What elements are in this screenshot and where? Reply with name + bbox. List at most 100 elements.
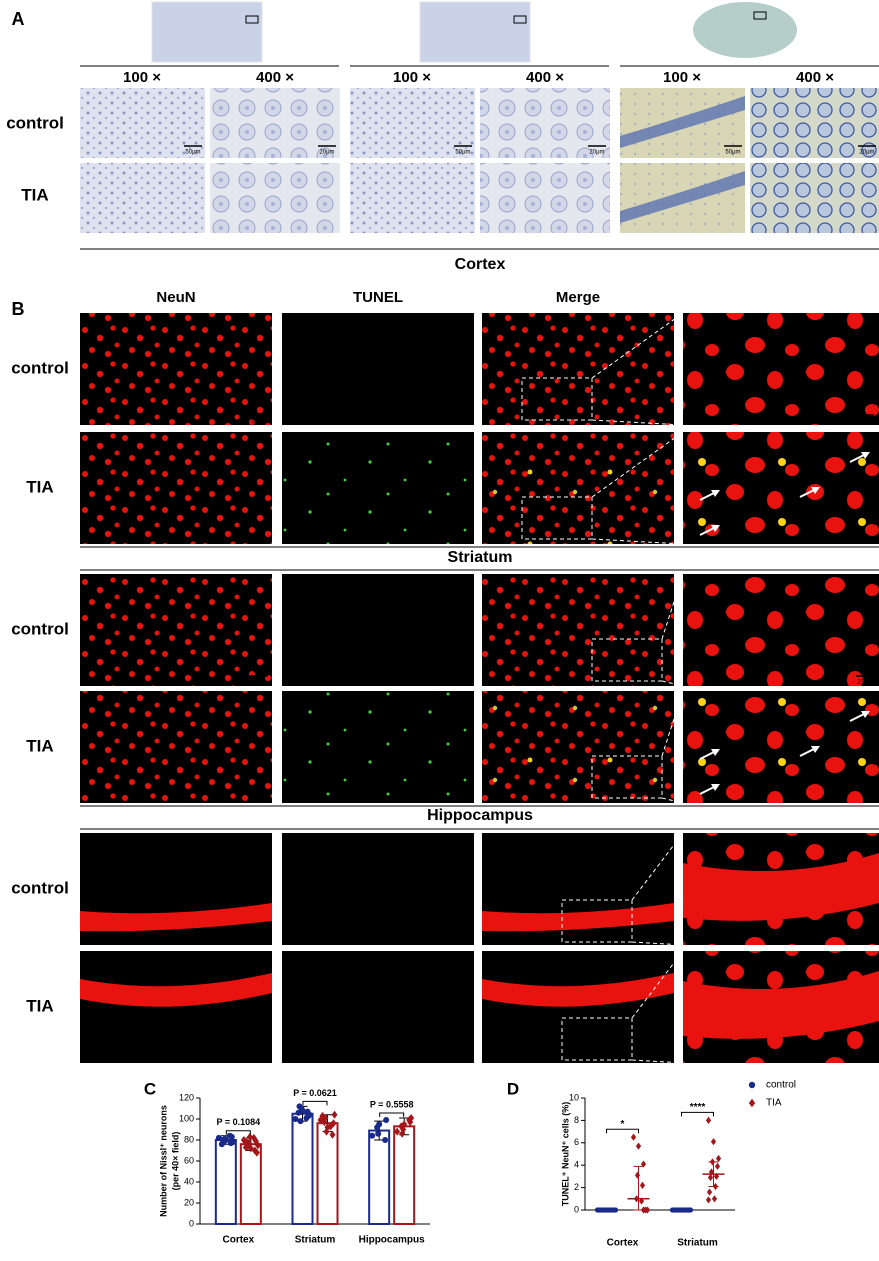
arrow-head xyxy=(711,784,720,791)
fluorescence-image xyxy=(80,313,272,425)
y-tick-label: 8 xyxy=(574,1115,579,1125)
cell-band xyxy=(482,973,674,1007)
fluorescence-image xyxy=(80,432,272,544)
data-point xyxy=(630,1133,637,1141)
micrograph xyxy=(80,88,205,158)
data-point xyxy=(331,1110,338,1119)
roi-box xyxy=(245,15,259,24)
data-point xyxy=(714,1162,721,1170)
data-point xyxy=(218,1141,225,1148)
bar xyxy=(291,1112,314,1225)
arrow-head xyxy=(711,749,720,756)
roi-box xyxy=(513,15,527,24)
zoom-box xyxy=(561,899,633,943)
y-axis-label: Number of Nissl⁺ neurons xyxy=(158,1105,168,1217)
label: * xyxy=(621,1119,625,1130)
fluorescence-image xyxy=(482,313,674,425)
arrow-head xyxy=(811,487,820,494)
zoom-box xyxy=(591,755,663,799)
label: TIA xyxy=(21,185,48,204)
label: Merge xyxy=(556,289,600,306)
y-tick-label: 80 xyxy=(184,1134,194,1144)
fluorescence-image xyxy=(80,951,272,1063)
fluorescence-image xyxy=(482,691,674,803)
cell-band xyxy=(683,853,879,921)
data-point xyxy=(644,1206,651,1214)
label: **** xyxy=(690,1102,706,1113)
zoom-line xyxy=(661,680,684,687)
fluorescence-image xyxy=(482,951,674,1063)
bar xyxy=(393,1125,416,1225)
zoom-line xyxy=(631,1059,684,1064)
fluorescence-image xyxy=(282,432,474,544)
data-point xyxy=(303,1114,310,1121)
zoom-line xyxy=(631,941,684,946)
data-point xyxy=(246,1132,253,1141)
fluorescence-image xyxy=(482,432,674,544)
label: Cortex xyxy=(222,1235,254,1246)
y-tick-label: 60 xyxy=(184,1155,194,1165)
zoom-line xyxy=(661,690,684,757)
brain-thumbnail xyxy=(151,1,263,63)
zoom-line xyxy=(591,538,684,545)
label: D xyxy=(507,1079,519,1098)
micrograph xyxy=(750,163,879,233)
label: 20μm xyxy=(857,680,872,686)
label: NeuN xyxy=(156,289,195,306)
fluorescence-image xyxy=(80,574,272,686)
micrograph xyxy=(350,163,475,233)
y-tick-label: 120 xyxy=(179,1092,194,1102)
label: 100 × xyxy=(123,69,161,86)
y-tick-label: 10 xyxy=(569,1092,579,1102)
iqr xyxy=(633,1165,644,1211)
label: Cortex xyxy=(607,1238,639,1249)
zoom-box xyxy=(521,496,593,540)
data-point xyxy=(399,1129,406,1138)
data-point xyxy=(226,1132,233,1139)
label: control xyxy=(11,619,69,638)
fluorescence-image xyxy=(482,574,674,686)
data-point xyxy=(382,1137,389,1143)
label: control xyxy=(11,358,69,377)
arrow-head xyxy=(811,746,820,753)
label: 50μm xyxy=(251,680,266,686)
data-point xyxy=(398,1122,405,1131)
data-point xyxy=(251,1146,258,1155)
label: B xyxy=(12,299,25,319)
label: control xyxy=(6,113,64,132)
fluorescence-image xyxy=(80,691,272,803)
y-tick-label: 20 xyxy=(184,1197,194,1207)
y-tick-label: 0 xyxy=(574,1204,579,1214)
data-point xyxy=(715,1154,722,1163)
label: Striatum xyxy=(448,549,513,566)
zoom-line xyxy=(661,573,684,640)
label: 100 × xyxy=(393,69,431,86)
brain-thumbnail xyxy=(419,1,531,63)
brain-thumbnail xyxy=(693,2,797,58)
y-tick-label: 100 xyxy=(179,1113,194,1123)
data-point xyxy=(705,1116,712,1124)
y-tick-label: 2 xyxy=(574,1182,579,1192)
data-point xyxy=(292,1116,299,1122)
cell-layer xyxy=(620,96,745,148)
bracket xyxy=(606,1128,639,1134)
cell-layer xyxy=(620,171,745,223)
data-point xyxy=(295,1109,302,1116)
y-tick-label: 6 xyxy=(574,1137,579,1147)
zoom-box xyxy=(561,1017,633,1061)
micrograph xyxy=(750,88,879,158)
fluorescence-image xyxy=(282,833,474,945)
data-point xyxy=(711,1195,718,1203)
data-point xyxy=(406,1116,413,1125)
data-point xyxy=(242,1143,249,1152)
bracket xyxy=(302,1100,328,1106)
data-point xyxy=(297,1118,304,1125)
bar xyxy=(239,1143,262,1225)
cell-band xyxy=(482,903,674,932)
arrow-head xyxy=(861,711,870,718)
fluorescence-image xyxy=(683,313,879,425)
data-point xyxy=(319,1111,326,1120)
bracket xyxy=(225,1130,251,1135)
data-point xyxy=(323,1127,330,1136)
cell-band xyxy=(80,903,272,932)
